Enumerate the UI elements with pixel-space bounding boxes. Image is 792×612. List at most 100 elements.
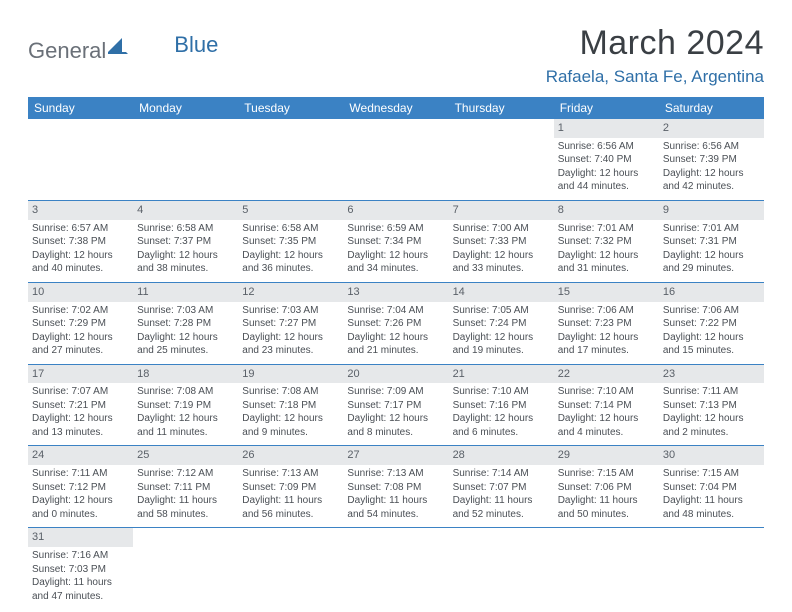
calendar-cell: 23Sunrise: 7:11 AMSunset: 7:13 PMDayligh…: [659, 364, 764, 446]
header: General Blue March 2024 Rafaela, Santa F…: [28, 24, 764, 87]
calendar-cell: [133, 528, 238, 609]
sunset-text: Sunset: 7:06 PM: [558, 481, 655, 495]
calendar-body: 1Sunrise: 6:56 AMSunset: 7:40 PMDaylight…: [28, 119, 764, 609]
day-number-empty: [659, 528, 764, 547]
day-number-empty: [238, 119, 343, 138]
calendar-cell: 13Sunrise: 7:04 AMSunset: 7:26 PMDayligh…: [343, 282, 448, 364]
sunrise-text: Sunrise: 7:16 AM: [32, 549, 129, 563]
day-number: 9: [659, 201, 764, 220]
daylight-text: Daylight: 12 hours and 11 minutes.: [137, 412, 234, 439]
day-number: 21: [449, 365, 554, 384]
day-number: 13: [343, 283, 448, 302]
calendar-cell: 7Sunrise: 7:00 AMSunset: 7:33 PMDaylight…: [449, 200, 554, 282]
day-number: 5: [238, 201, 343, 220]
daylight-text: Daylight: 11 hours and 56 minutes.: [242, 494, 339, 521]
sunset-text: Sunset: 7:18 PM: [242, 399, 339, 413]
sunset-text: Sunset: 7:11 PM: [137, 481, 234, 495]
daylight-text: Daylight: 12 hours and 8 minutes.: [347, 412, 444, 439]
weekday-header: Tuesday: [238, 97, 343, 119]
calendar-cell: 14Sunrise: 7:05 AMSunset: 7:24 PMDayligh…: [449, 282, 554, 364]
page-title: March 2024: [546, 24, 764, 63]
day-number: 11: [133, 283, 238, 302]
day-number: 30: [659, 446, 764, 465]
calendar-cell: 31Sunrise: 7:16 AMSunset: 7:03 PMDayligh…: [28, 528, 133, 609]
day-number: 4: [133, 201, 238, 220]
daylight-text: Daylight: 11 hours and 54 minutes.: [347, 494, 444, 521]
calendar-cell: [238, 528, 343, 609]
calendar-cell: 17Sunrise: 7:07 AMSunset: 7:21 PMDayligh…: [28, 364, 133, 446]
daylight-text: Daylight: 12 hours and 25 minutes.: [137, 331, 234, 358]
sunset-text: Sunset: 7:04 PM: [663, 481, 760, 495]
day-number: 18: [133, 365, 238, 384]
calendar-cell: [28, 119, 133, 200]
sunrise-text: Sunrise: 7:06 AM: [663, 304, 760, 318]
day-number: 16: [659, 283, 764, 302]
day-number: 6: [343, 201, 448, 220]
daylight-text: Daylight: 12 hours and 27 minutes.: [32, 331, 129, 358]
calendar-cell: 16Sunrise: 7:06 AMSunset: 7:22 PMDayligh…: [659, 282, 764, 364]
sunrise-text: Sunrise: 7:11 AM: [663, 385, 760, 399]
day-number: 14: [449, 283, 554, 302]
sunrise-text: Sunrise: 6:58 AM: [242, 222, 339, 236]
daylight-text: Daylight: 12 hours and 4 minutes.: [558, 412, 655, 439]
day-number: 8: [554, 201, 659, 220]
calendar-cell: 30Sunrise: 7:15 AMSunset: 7:04 PMDayligh…: [659, 446, 764, 528]
sunrise-text: Sunrise: 7:13 AM: [242, 467, 339, 481]
daylight-text: Daylight: 11 hours and 58 minutes.: [137, 494, 234, 521]
calendar-week-row: 1Sunrise: 6:56 AMSunset: 7:40 PMDaylight…: [28, 119, 764, 200]
logo-text-1: General: [28, 38, 106, 64]
sunset-text: Sunset: 7:33 PM: [453, 235, 550, 249]
calendar-cell: 9Sunrise: 7:01 AMSunset: 7:31 PMDaylight…: [659, 200, 764, 282]
calendar-cell: [659, 528, 764, 609]
sunrise-text: Sunrise: 7:01 AM: [663, 222, 760, 236]
day-number: 15: [554, 283, 659, 302]
day-number: 22: [554, 365, 659, 384]
weekday-header-row: Sunday Monday Tuesday Wednesday Thursday…: [28, 97, 764, 119]
daylight-text: Daylight: 12 hours and 17 minutes.: [558, 331, 655, 358]
sunrise-text: Sunrise: 7:13 AM: [347, 467, 444, 481]
calendar-cell: 5Sunrise: 6:58 AMSunset: 7:35 PMDaylight…: [238, 200, 343, 282]
sunset-text: Sunset: 7:27 PM: [242, 317, 339, 331]
weekday-header: Sunday: [28, 97, 133, 119]
sunrise-text: Sunrise: 7:14 AM: [453, 467, 550, 481]
weekday-header: Friday: [554, 97, 659, 119]
daylight-text: Daylight: 11 hours and 47 minutes.: [32, 576, 129, 603]
daylight-text: Daylight: 12 hours and 9 minutes.: [242, 412, 339, 439]
daylight-text: Daylight: 12 hours and 0 minutes.: [32, 494, 129, 521]
day-number: 10: [28, 283, 133, 302]
logo-text-2: Blue: [174, 32, 218, 58]
sunrise-text: Sunrise: 7:04 AM: [347, 304, 444, 318]
sunrise-text: Sunrise: 7:05 AM: [453, 304, 550, 318]
calendar-week-row: 3Sunrise: 6:57 AMSunset: 7:38 PMDaylight…: [28, 200, 764, 282]
sunrise-text: Sunrise: 7:08 AM: [137, 385, 234, 399]
sunrise-text: Sunrise: 7:08 AM: [242, 385, 339, 399]
sunrise-text: Sunrise: 6:56 AM: [558, 140, 655, 154]
calendar-cell: [449, 528, 554, 609]
calendar-week-row: 17Sunrise: 7:07 AMSunset: 7:21 PMDayligh…: [28, 364, 764, 446]
sunrise-text: Sunrise: 7:15 AM: [663, 467, 760, 481]
sunset-text: Sunset: 7:07 PM: [453, 481, 550, 495]
calendar-cell: 25Sunrise: 7:12 AMSunset: 7:11 PMDayligh…: [133, 446, 238, 528]
day-number-empty: [449, 119, 554, 138]
day-number-empty: [238, 528, 343, 547]
day-number: 23: [659, 365, 764, 384]
weekday-header: Saturday: [659, 97, 764, 119]
day-number: 20: [343, 365, 448, 384]
sunrise-text: Sunrise: 6:56 AM: [663, 140, 760, 154]
calendar-cell: 8Sunrise: 7:01 AMSunset: 7:32 PMDaylight…: [554, 200, 659, 282]
daylight-text: Daylight: 12 hours and 2 minutes.: [663, 412, 760, 439]
sunrise-text: Sunrise: 7:00 AM: [453, 222, 550, 236]
sunset-text: Sunset: 7:19 PM: [137, 399, 234, 413]
calendar-cell: 3Sunrise: 6:57 AMSunset: 7:38 PMDaylight…: [28, 200, 133, 282]
daylight-text: Daylight: 12 hours and 44 minutes.: [558, 167, 655, 194]
sunset-text: Sunset: 7:39 PM: [663, 153, 760, 167]
calendar-cell: 15Sunrise: 7:06 AMSunset: 7:23 PMDayligh…: [554, 282, 659, 364]
calendar-cell: [238, 119, 343, 200]
sunset-text: Sunset: 7:23 PM: [558, 317, 655, 331]
weekday-header: Monday: [133, 97, 238, 119]
sunset-text: Sunset: 7:40 PM: [558, 153, 655, 167]
calendar-week-row: 10Sunrise: 7:02 AMSunset: 7:29 PMDayligh…: [28, 282, 764, 364]
day-number: 26: [238, 446, 343, 465]
calendar-cell: [449, 119, 554, 200]
day-number: 25: [133, 446, 238, 465]
